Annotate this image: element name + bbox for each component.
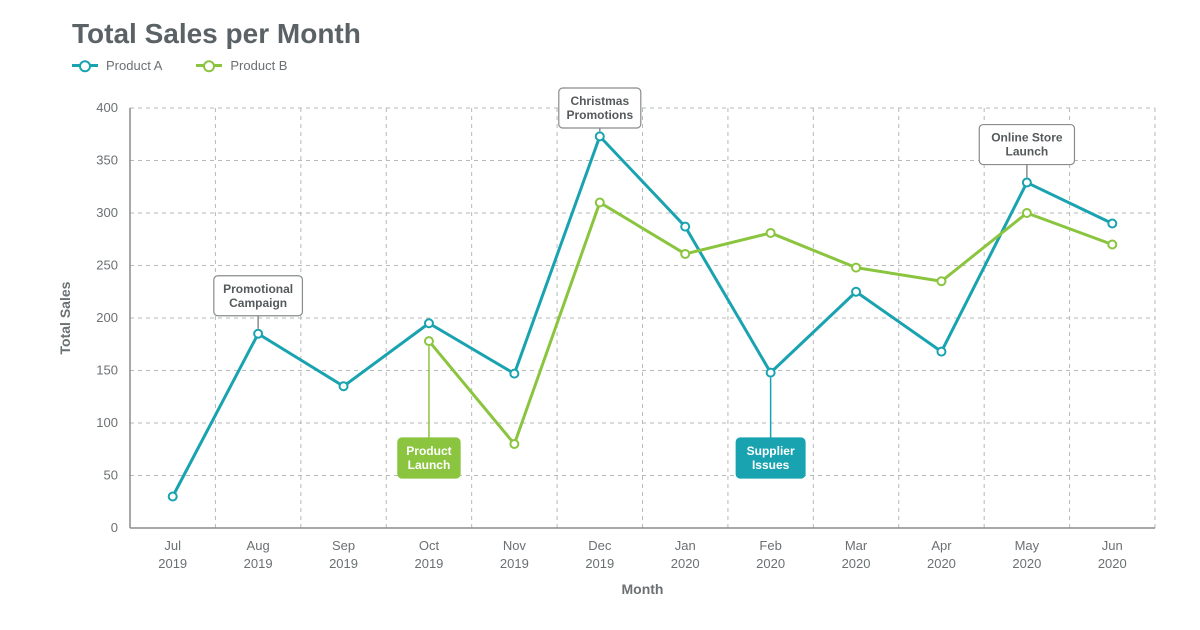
svg-text:Aug: Aug xyxy=(247,538,270,553)
svg-text:2019: 2019 xyxy=(414,556,443,571)
svg-text:Dec: Dec xyxy=(588,538,612,553)
svg-text:2019: 2019 xyxy=(585,556,614,571)
svg-text:Mar: Mar xyxy=(845,538,868,553)
svg-text:2019: 2019 xyxy=(329,556,358,571)
svg-text:2020: 2020 xyxy=(671,556,700,571)
svg-text:0: 0 xyxy=(111,520,118,535)
svg-text:2020: 2020 xyxy=(927,556,956,571)
sales-chart: { "title": "Total Sales per Month", "leg… xyxy=(0,0,1200,630)
svg-text:2020: 2020 xyxy=(1098,556,1127,571)
svg-text:200: 200 xyxy=(96,310,118,325)
svg-text:2020: 2020 xyxy=(1012,556,1041,571)
svg-text:Sep: Sep xyxy=(332,538,355,553)
svg-text:100: 100 xyxy=(96,415,118,430)
svg-text:Nov: Nov xyxy=(503,538,527,553)
svg-text:Product: Product xyxy=(406,444,451,458)
svg-text:2019: 2019 xyxy=(500,556,529,571)
svg-text:Promotional: Promotional xyxy=(223,282,293,296)
svg-text:Christmas: Christmas xyxy=(570,94,629,108)
svg-text:Jul: Jul xyxy=(164,538,181,553)
svg-text:2020: 2020 xyxy=(756,556,785,571)
svg-text:400: 400 xyxy=(96,100,118,115)
svg-text:Apr: Apr xyxy=(931,538,952,553)
svg-text:Online Store: Online Store xyxy=(991,131,1063,145)
svg-text:50: 50 xyxy=(104,468,118,483)
svg-text:250: 250 xyxy=(96,258,118,273)
svg-text:2019: 2019 xyxy=(244,556,273,571)
svg-text:2020: 2020 xyxy=(842,556,871,571)
svg-text:300: 300 xyxy=(96,205,118,220)
svg-text:Oct: Oct xyxy=(419,538,440,553)
plot-area: 0 50 100 150 200 250 300 350 400 Jul 2019 Aug 2019 Se… xyxy=(0,0,1200,630)
svg-text:Month: Month xyxy=(622,581,664,597)
svg-text:2019: 2019 xyxy=(158,556,187,571)
svg-text:Feb: Feb xyxy=(759,538,781,553)
svg-text:350: 350 xyxy=(96,153,118,168)
svg-text:Jan: Jan xyxy=(675,538,696,553)
svg-text:150: 150 xyxy=(96,363,118,378)
svg-text:Supplier: Supplier xyxy=(747,444,795,458)
svg-text:Launch: Launch xyxy=(1006,145,1049,159)
svg-text:May: May xyxy=(1015,538,1040,553)
svg-text:Campaign: Campaign xyxy=(229,296,287,310)
svg-text:Launch: Launch xyxy=(408,458,451,472)
svg-text:Jun: Jun xyxy=(1102,538,1123,553)
svg-text:Promotions: Promotions xyxy=(566,108,633,122)
svg-text:Issues: Issues xyxy=(752,458,790,472)
svg-text:Total Sales: Total Sales xyxy=(57,281,73,354)
